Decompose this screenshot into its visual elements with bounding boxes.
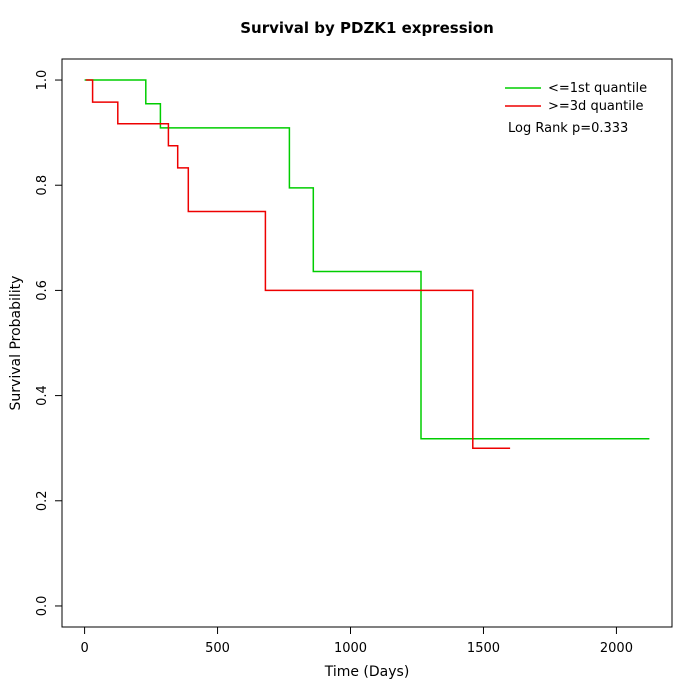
plot-border	[61, 58, 673, 628]
x-axis-label: Time (Days)	[324, 664, 410, 680]
x-tick-label: 1500	[467, 641, 500, 656]
y-tick-label: 1.0	[35, 70, 50, 91]
chart-title: Survival by PDZK1 expression	[240, 19, 494, 37]
y-axis-label: Survival Probability	[8, 276, 24, 411]
y-tick-label: 0.8	[35, 175, 50, 196]
log-rank-pvalue: Log Rank p=0.333	[508, 121, 628, 136]
x-tick-label: 0	[80, 641, 88, 656]
y-tick-label: 0.2	[35, 490, 50, 511]
axis-ticks: 0 500 1000 1500 2000 0.0 0.2 0.4 0.6 0.8 1.0	[35, 70, 633, 656]
series-line-0	[84, 79, 650, 440]
y-tick-label: 0.4	[35, 385, 50, 406]
legend-label-first-quantile: <=1st quantile	[548, 81, 647, 96]
x-tick-label: 1000	[334, 641, 367, 656]
legend: <=1st quantile >=3d quantile Log Rank p=…	[505, 81, 647, 136]
y-tick-label: 0.6	[35, 280, 50, 301]
legend-label-third-quantile: >=3d quantile	[548, 99, 643, 114]
series-line-1	[85, 79, 511, 449]
series-lines	[84, 79, 650, 449]
x-tick-label: 2000	[600, 641, 633, 656]
y-tick-label: 0.0	[35, 596, 50, 617]
x-tick-label: 500	[205, 641, 230, 656]
